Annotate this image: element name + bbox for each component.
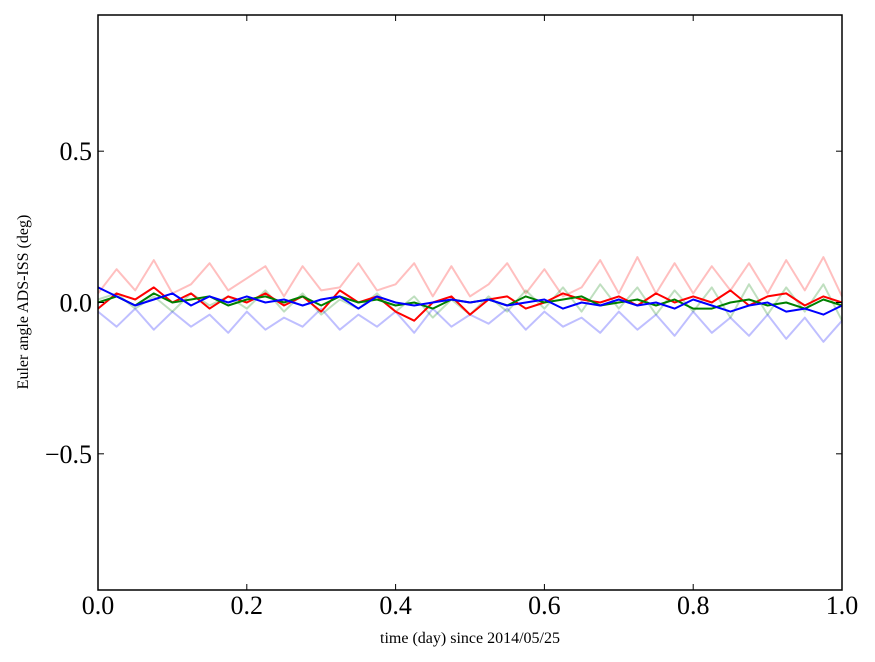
x-tick-label: 0.0	[82, 591, 115, 620]
x-tick-label: 1.0	[826, 591, 859, 620]
tick-layer: 0.0 0.2 0.4 0.6 0.8 1.0 −0.5 0.0 0.5	[45, 15, 858, 620]
x-tick-label: 0.6	[528, 591, 561, 620]
x-axis-label: time (day) since 2014/05/25	[380, 630, 560, 647]
series-layer	[97, 256, 843, 343]
x-tick-label: 0.4	[379, 591, 412, 620]
x-tick-label: 0.2	[231, 591, 264, 620]
series-line-1	[97, 256, 843, 298]
y-tick-label: −0.5	[45, 440, 92, 469]
y-tick-label: 0.0	[60, 289, 93, 318]
y-axis-label: Euler angle ADS-ISS (deg)	[15, 215, 32, 390]
y-tick-label: 0.5	[60, 137, 93, 166]
series-line-6	[97, 286, 843, 316]
x-tick-label: 0.8	[677, 591, 710, 620]
